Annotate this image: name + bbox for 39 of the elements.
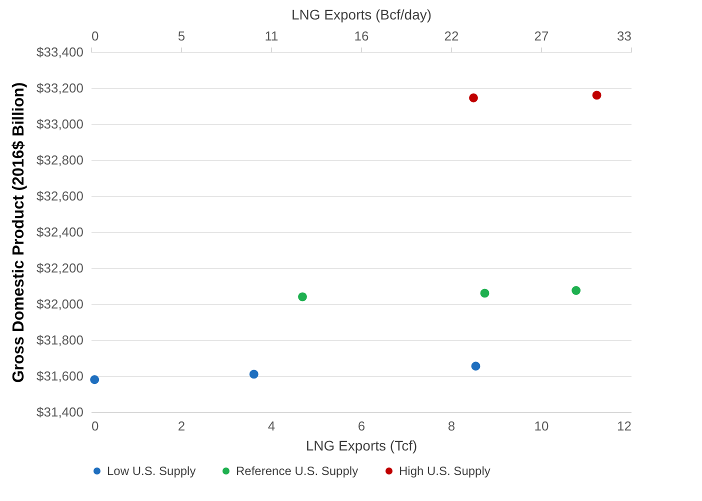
x2-tick-label: 27: [534, 28, 549, 44]
x2-tick-label: 33: [617, 28, 632, 44]
x-tick-label: 4: [268, 418, 276, 434]
point: [249, 370, 258, 379]
y-axis-title: Gross Domestic Product (2016$ Billion): [10, 82, 28, 383]
x2-tick-label: 0: [92, 28, 99, 44]
y-tick-label: $33,200: [36, 80, 84, 96]
point: [572, 286, 581, 295]
x-tick-label: 0: [92, 418, 99, 434]
y-tick-label: $31,400: [36, 404, 84, 420]
y-tick-label: $32,200: [36, 260, 84, 276]
point: [480, 288, 490, 298]
point: [469, 93, 478, 102]
point: [90, 375, 100, 384]
x2-axis-title: LNG Exports (Bcf/day): [291, 6, 432, 22]
point: [298, 292, 307, 302]
y-tick-label: $31,800: [36, 332, 84, 348]
y-tick-label: $33,000: [36, 116, 84, 132]
point: [592, 90, 602, 100]
y-tick-label: $31,600: [36, 368, 84, 384]
x2-tick-label: 22: [444, 28, 459, 44]
x-axis-title: LNG Exports (Tcf): [306, 438, 418, 454]
x-tick-label: 8: [448, 418, 456, 434]
x-tick-label: 6: [358, 418, 366, 434]
y-tick-label: $32,800: [36, 152, 84, 168]
x-tick-label: 10: [534, 418, 549, 434]
point: [471, 362, 480, 371]
legend-label: High U.S. Supply: [399, 464, 490, 478]
y-tick-label: $33,400: [36, 44, 84, 60]
legend-label: Low U.S. Supply: [107, 464, 196, 478]
x2-tick-label: 5: [178, 28, 186, 44]
x-tick-label: 2: [178, 418, 186, 434]
y-tick-label: $32,400: [36, 224, 84, 240]
y-tick-label: $32,600: [36, 188, 84, 204]
x2-tick-label: 16: [354, 28, 369, 44]
y-tick-label: $32,000: [36, 296, 84, 312]
x2-tick-label: 11: [264, 28, 278, 44]
legend-label: Reference U.S. Supply: [236, 464, 358, 478]
x-tick-label: 12: [617, 418, 632, 434]
